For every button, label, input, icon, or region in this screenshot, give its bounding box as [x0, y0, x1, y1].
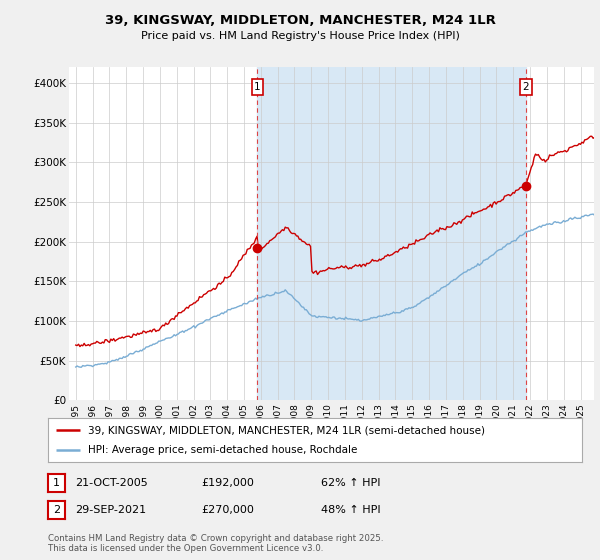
Text: 39, KINGSWAY, MIDDLETON, MANCHESTER, M24 1LR: 39, KINGSWAY, MIDDLETON, MANCHESTER, M24…: [104, 14, 496, 27]
Text: 1: 1: [254, 82, 261, 92]
Text: 2: 2: [53, 505, 60, 515]
Text: 2: 2: [523, 82, 529, 92]
Text: 29-SEP-2021: 29-SEP-2021: [75, 505, 146, 515]
Text: 48% ↑ HPI: 48% ↑ HPI: [321, 505, 380, 515]
Text: £192,000: £192,000: [201, 478, 254, 488]
Text: 21-OCT-2005: 21-OCT-2005: [75, 478, 148, 488]
Text: 62% ↑ HPI: 62% ↑ HPI: [321, 478, 380, 488]
Text: Contains HM Land Registry data © Crown copyright and database right 2025.
This d: Contains HM Land Registry data © Crown c…: [48, 534, 383, 553]
Text: Price paid vs. HM Land Registry's House Price Index (HPI): Price paid vs. HM Land Registry's House …: [140, 31, 460, 41]
Text: 1: 1: [53, 478, 60, 488]
Text: 39, KINGSWAY, MIDDLETON, MANCHESTER, M24 1LR (semi-detached house): 39, KINGSWAY, MIDDLETON, MANCHESTER, M24…: [88, 425, 485, 435]
Bar: [257, 67, 526, 400]
Text: HPI: Average price, semi-detached house, Rochdale: HPI: Average price, semi-detached house,…: [88, 445, 358, 455]
Text: £270,000: £270,000: [201, 505, 254, 515]
